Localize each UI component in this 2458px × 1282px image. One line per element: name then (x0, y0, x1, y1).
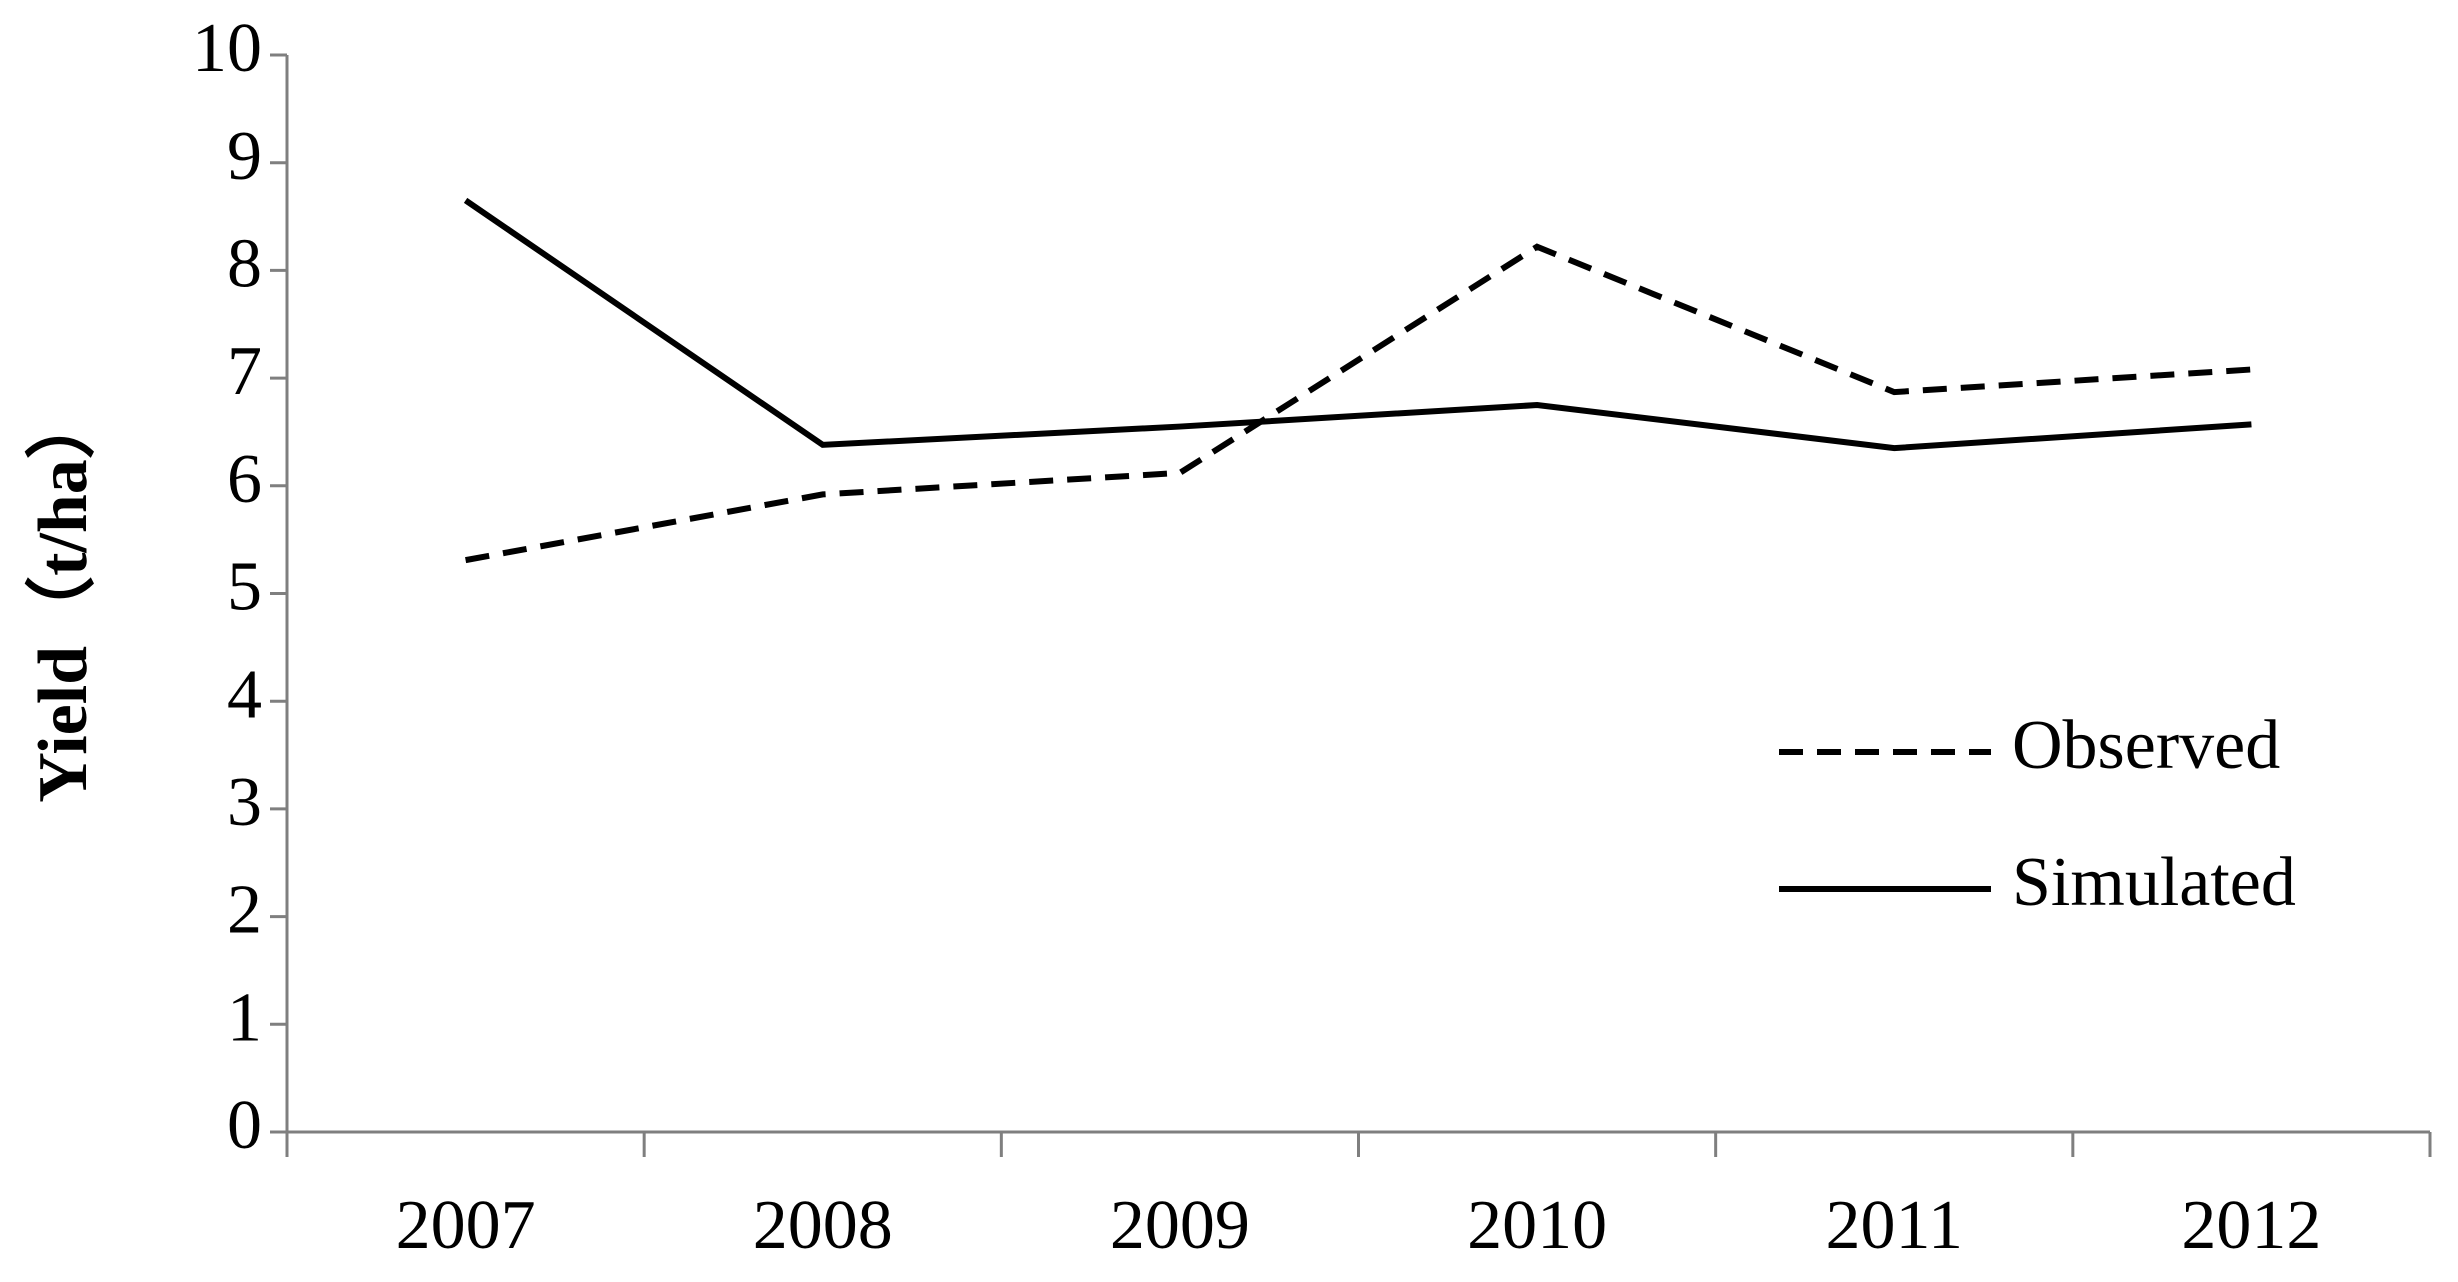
y-tick-label: 3 (227, 764, 262, 841)
y-tick-label: 8 (227, 225, 262, 302)
y-tick-label: 10 (192, 10, 262, 87)
y-tick-label: 7 (227, 333, 262, 410)
y-tick-label: 5 (227, 549, 262, 626)
legend-label: Observed (2012, 707, 2280, 784)
x-tick-label: 2012 (2181, 1187, 2321, 1264)
x-tick-label: 2007 (396, 1187, 536, 1264)
y-tick-label: 4 (227, 656, 262, 733)
x-tick-label: 2011 (1826, 1187, 1963, 1264)
x-tick-label: 2009 (1110, 1187, 1250, 1264)
line-series (463, 197, 2252, 452)
legend-label: Simulated (2012, 844, 2296, 921)
y-tick-label: 9 (227, 118, 262, 195)
x-tick-label: 2008 (753, 1187, 893, 1264)
y-tick-label: 0 (227, 1087, 262, 1164)
y-tick-label: 2 (227, 872, 262, 949)
line-series (465, 243, 2252, 564)
y-tick-label: 1 (227, 979, 262, 1056)
y-tick-label: 6 (227, 441, 262, 518)
x-tick-label: 2010 (1467, 1187, 1607, 1264)
y-axis-label: Yield（t/ha） (24, 389, 102, 803)
